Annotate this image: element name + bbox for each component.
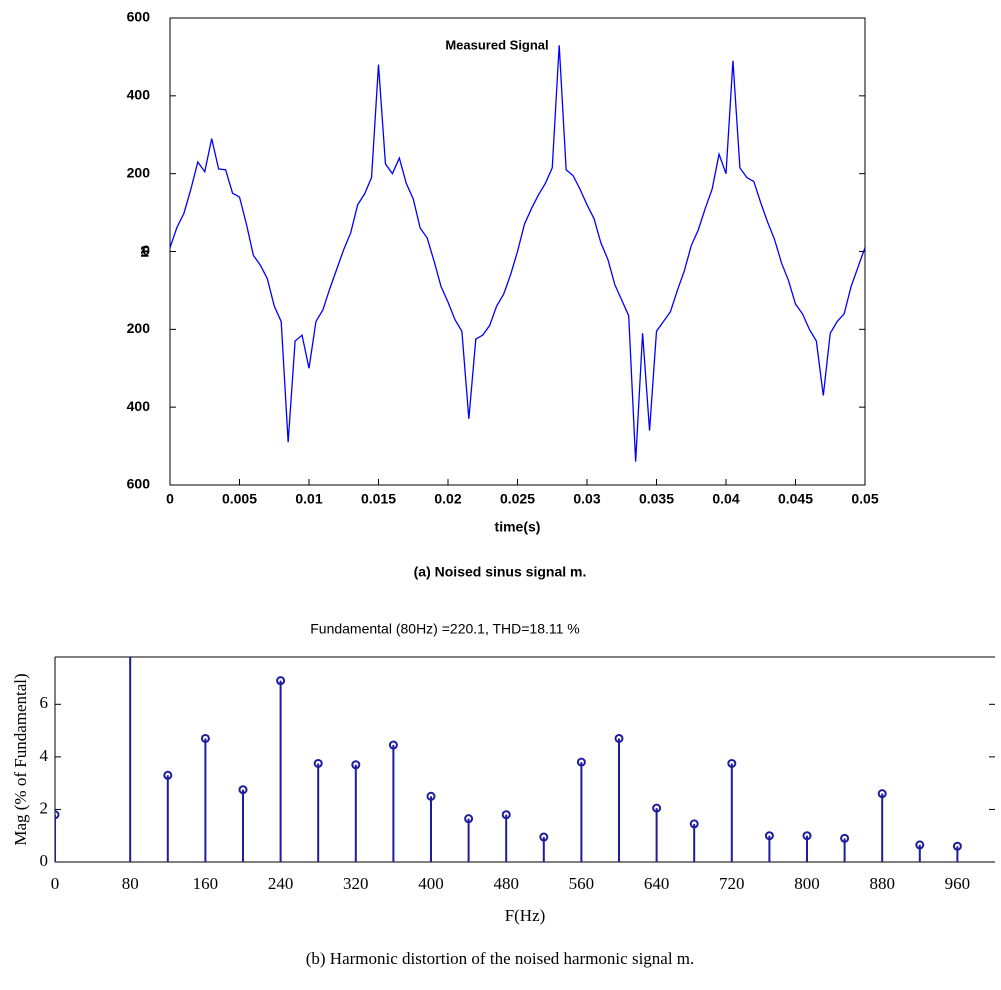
stem-marker — [351, 760, 361, 770]
chart-title: Fundamental (80Hz) =220.1, THD=18.11 % — [310, 621, 580, 637]
x-tick-label: 0.015 — [361, 491, 396, 507]
x-tick-label: 320 — [343, 874, 369, 893]
x-tick-label: 560 — [569, 874, 595, 893]
x-tick-label: 0.02 — [434, 491, 461, 507]
stem-marker — [313, 758, 323, 768]
chart-a: 0 0.005 0.01 0.015 0.02 0.025 0.03 0.035 0.04 0.0… — [127, 9, 879, 580]
y-tick-label: 200 — [127, 164, 151, 180]
signal-line — [169, 45, 866, 462]
stem-marker — [464, 814, 474, 824]
x-tick-label: 0.03 — [573, 491, 600, 507]
y-tick-label: 400 — [127, 398, 151, 414]
y-tick-label: 0 — [40, 851, 49, 870]
stem-marker — [388, 740, 398, 750]
y-tick-label: 0 — [142, 242, 150, 258]
chart-b: 0 80 160 240 320 400 480 560 640 720 800 880 960 0 2 4 6… — [11, 621, 995, 968]
x-tick-label: 0 — [166, 491, 174, 507]
x-tick-label: 480 — [493, 874, 519, 893]
y-tick-label: 400 — [127, 87, 151, 103]
stems — [55, 657, 962, 862]
stem-marker — [276, 676, 286, 686]
x-tick-label: 0.04 — [712, 491, 739, 507]
stem-marker — [727, 758, 737, 768]
stem-marker — [426, 791, 436, 801]
x-tick-label: 240 — [268, 874, 294, 893]
stem-marker — [55, 810, 60, 820]
caption: (b) Harmonic distortion of the noised ha… — [306, 949, 695, 968]
y-tick-label: 4 — [40, 746, 49, 765]
stem-marker — [764, 831, 774, 841]
stem-marker — [952, 841, 962, 851]
x-tick-label: 0.025 — [500, 491, 535, 507]
x-tick-label: 0.045 — [778, 491, 813, 507]
x-tick-label: 0.005 — [222, 491, 257, 507]
x-axis-label: F(Hz) — [505, 906, 546, 925]
y-axis-label: Mag (% of Fundamental) — [11, 673, 30, 845]
stem-marker — [200, 733, 210, 743]
stem-marker — [652, 803, 662, 813]
y-axis-label: m — [136, 245, 152, 257]
stem-marker — [614, 733, 624, 743]
stem-marker — [802, 831, 812, 841]
x-tick-label: 0.035 — [639, 491, 674, 507]
stem-marker — [576, 757, 586, 767]
y-tick-label: 600 — [127, 9, 151, 25]
stem-marker — [501, 810, 511, 820]
stem-marker — [163, 770, 173, 780]
stem-marker — [238, 785, 248, 795]
stem-marker — [539, 832, 549, 842]
stem-marker — [689, 819, 699, 829]
y-tick-label: 6 — [40, 693, 49, 712]
stem-marker — [915, 840, 925, 850]
stem-marker — [877, 789, 887, 799]
y-tick-label: 600 — [127, 476, 151, 492]
x-tick-label: 400 — [418, 874, 444, 893]
x-axis-label: time(s) — [495, 519, 541, 535]
x-tick-label: 800 — [794, 874, 820, 893]
y-tick-label: 200 — [127, 320, 151, 336]
stem-marker — [840, 833, 850, 843]
x-tick-label: 80 — [122, 874, 139, 893]
x-tick-label: 960 — [945, 874, 971, 893]
x-tick-label: 160 — [193, 874, 219, 893]
x-tick-label: 720 — [719, 874, 745, 893]
x-tick-label: 640 — [644, 874, 670, 893]
caption: (a) Noised sinus signal m. — [414, 564, 587, 580]
y-tick-label: 2 — [40, 798, 49, 817]
x-tick-label: 0.05 — [851, 491, 878, 507]
x-tick-label: 0.01 — [295, 491, 322, 507]
chart-title: Measured Signal — [445, 37, 548, 52]
x-tick-label: 0 — [51, 874, 60, 893]
x-tick-label: 880 — [869, 874, 895, 893]
